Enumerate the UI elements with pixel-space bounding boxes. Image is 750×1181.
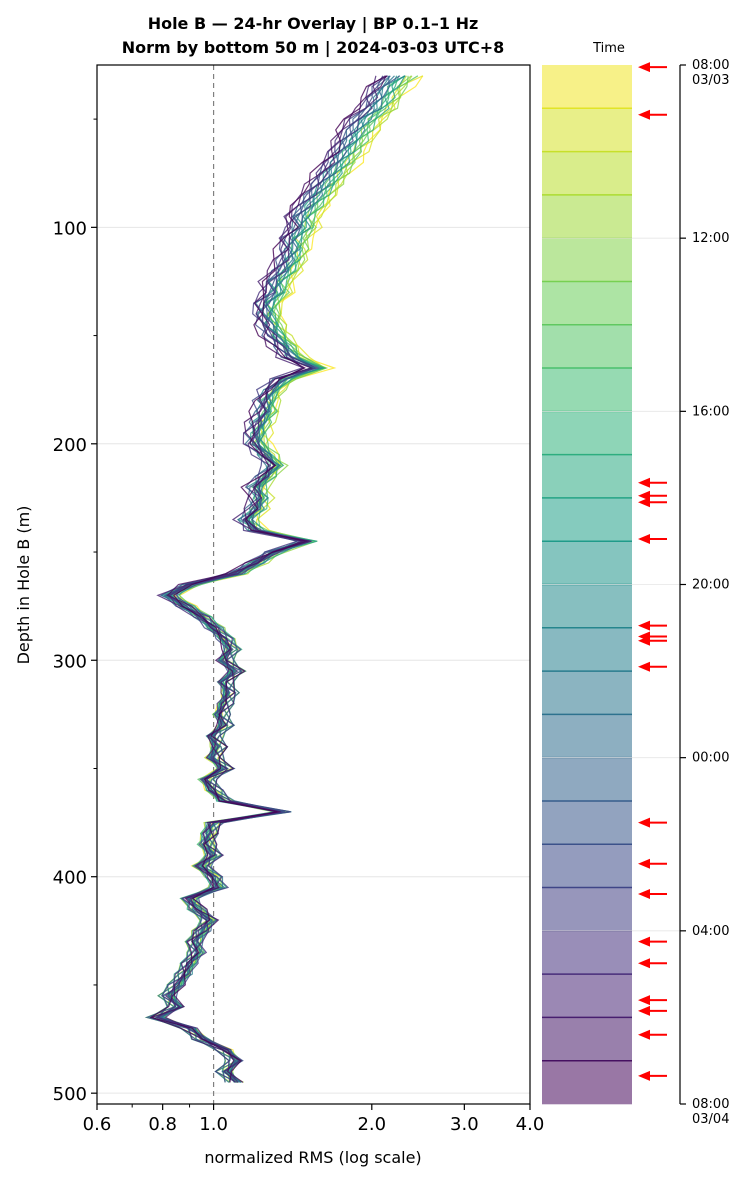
event-arrow-18 — [638, 1070, 667, 1081]
chart-title-line1: Hole B — 24-hr Overlay | BP 0.1–1 Hz — [148, 14, 479, 34]
series-curve-1 — [149, 75, 424, 1083]
y-tick-label-1: 200 — [53, 435, 87, 456]
colorbar-band-7 — [542, 368, 632, 412]
series-curve-17 — [145, 75, 401, 1083]
x-tick-label-2: 1.0 — [199, 1114, 228, 1135]
time-tick-label-6: 08:00 03/04 — [692, 1097, 729, 1127]
event-arrow-1 — [638, 109, 667, 120]
colorbar-band-11 — [542, 541, 632, 585]
series-curve-11 — [149, 75, 406, 1083]
event-arrow-6 — [638, 620, 667, 631]
colorbar-title: Time — [592, 41, 625, 56]
event-arrow-5 — [638, 534, 667, 545]
y-tick-label-3: 400 — [53, 868, 87, 889]
x-axis-ticks: 0.6 0.8 1.0 2.0 3.0 4.0 — [83, 1104, 545, 1135]
series-curve-22 — [150, 75, 387, 1083]
series-curve-6 — [144, 75, 419, 1083]
y-tick-label-2: 300 — [53, 651, 87, 672]
time-tick-label-3: 20:00 — [692, 578, 729, 593]
colorbar-band-14 — [542, 671, 632, 715]
x-tick-label-5: 4.0 — [516, 1114, 545, 1135]
colorbar-band-1 — [542, 108, 632, 152]
plot-grid — [97, 226, 530, 1094]
event-arrow-11 — [638, 858, 667, 869]
series-curve-12 — [148, 75, 406, 1083]
colorbar-band-21 — [542, 974, 632, 1018]
x-tick-label-3: 2.0 — [357, 1114, 386, 1135]
colorbar-band-17 — [542, 800, 632, 845]
time-axis: 08:00 03/03 12:00 16:00 20:00 00:00 04:00 08:00… — [679, 58, 729, 1127]
event-arrow-9 — [638, 661, 667, 672]
colorbar-band-23 — [542, 1060, 632, 1105]
time-tick-label-5: 04:00 — [692, 924, 729, 939]
event-arrow-10 — [638, 817, 667, 828]
x-axis-label: normalized RMS (log scale) — [204, 1148, 421, 1167]
plot-frame — [96, 64, 531, 1105]
series-curves — [144, 75, 424, 1083]
colorbar-band-15 — [542, 714, 632, 758]
y-axis-label: Depth in Hole B (m) — [14, 506, 33, 665]
event-arrow-3 — [638, 490, 667, 501]
event-arrow-14 — [638, 958, 667, 969]
y-axis-ticks: 100 200 300 400 500 — [53, 118, 97, 1105]
colorbar-band-2 — [542, 151, 632, 196]
series-curve-13 — [157, 75, 391, 1083]
colorbar-band-12 — [542, 584, 632, 629]
event-arrow-12 — [638, 889, 667, 900]
colorbar-band-9 — [542, 454, 632, 499]
colorbar — [542, 65, 680, 1105]
colorbar-band-0 — [542, 65, 632, 109]
x-tick-label-1: 0.8 — [148, 1114, 177, 1135]
colorbar-band-10 — [542, 497, 632, 542]
series-curve-21 — [156, 75, 379, 1083]
event-arrow-2 — [638, 477, 667, 488]
event-arrow-8 — [638, 635, 667, 646]
event-arrow-0 — [638, 62, 667, 73]
colorbar-band-19 — [542, 887, 632, 932]
time-tick-label-2: 16:00 — [692, 404, 729, 419]
event-arrow-16 — [638, 1005, 667, 1016]
time-tick-label-1: 12:00 — [692, 231, 729, 246]
colorbar-band-16 — [542, 757, 632, 802]
colorbar-band-18 — [542, 844, 632, 888]
colorbar-band-5 — [542, 281, 632, 326]
x-tick-label-0: 0.6 — [83, 1114, 112, 1135]
event-arrow-4 — [638, 497, 667, 508]
colorbar-band-20 — [542, 930, 632, 975]
colorbar-band-4 — [542, 238, 632, 282]
y-tick-label-0: 100 — [53, 218, 87, 239]
colorbar-band-8 — [542, 411, 632, 455]
chart-title-line2: Norm by bottom 50 m | 2024-03-03 UTC+8 — [122, 38, 505, 58]
y-tick-label-4: 500 — [53, 1084, 87, 1105]
event-markers — [638, 62, 667, 1081]
colorbar-band-22 — [542, 1017, 632, 1062]
colorbar-band-13 — [542, 627, 632, 672]
x-tick-label-4: 3.0 — [450, 1114, 479, 1135]
event-arrow-13 — [638, 936, 667, 947]
event-arrow-15 — [638, 995, 667, 1006]
series-curve-7 — [157, 75, 406, 1083]
colorbar-band-6 — [542, 324, 632, 369]
colorbar-band-3 — [542, 194, 632, 239]
series-curve-23 — [149, 75, 388, 1083]
time-tick-label-0: 08:00 03/03 — [692, 58, 729, 88]
event-arrow-17 — [638, 1029, 667, 1040]
time-tick-label-4: 00:00 — [692, 751, 729, 766]
